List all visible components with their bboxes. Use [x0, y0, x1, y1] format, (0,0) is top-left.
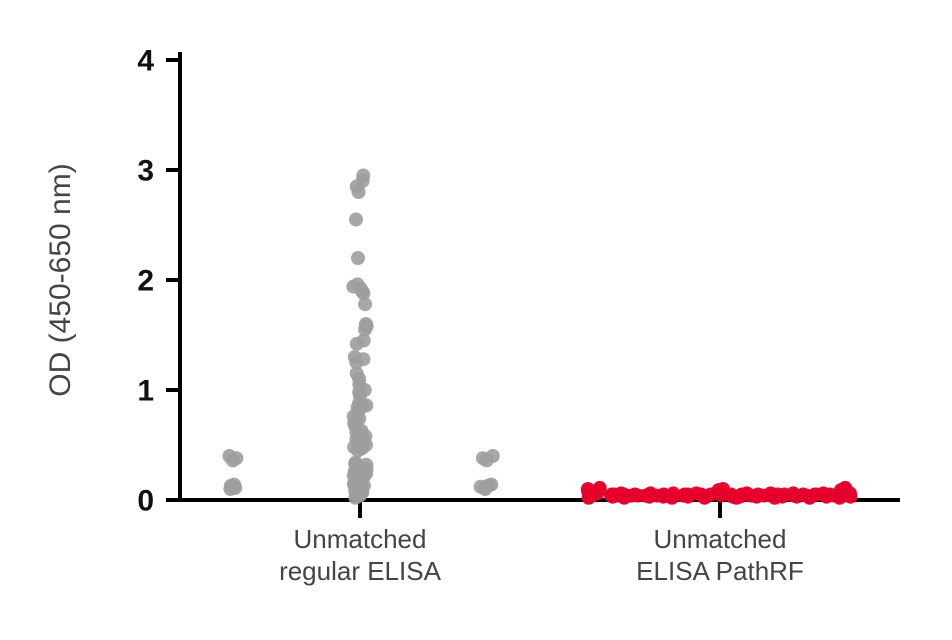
ytick-label: 4	[137, 45, 154, 78]
data-point	[350, 180, 364, 194]
data-point	[351, 277, 365, 291]
data-point	[355, 441, 369, 455]
data-point	[643, 486, 657, 500]
data-point	[593, 481, 607, 495]
data-point	[689, 486, 703, 500]
data-point	[581, 482, 595, 496]
scatter-chart: 01234OD (450-650 nm)Unmatchedregular ELI…	[0, 0, 952, 640]
data-point	[222, 449, 236, 463]
data-point	[838, 481, 852, 495]
data-point	[764, 486, 778, 500]
data-point	[351, 251, 365, 265]
data-point	[666, 486, 680, 500]
data-point	[716, 482, 730, 496]
data-point	[348, 350, 362, 364]
data-point	[359, 317, 373, 331]
ytick-label: 1	[137, 375, 154, 408]
x-category-label: Unmatched	[294, 524, 427, 554]
data-point	[351, 468, 365, 482]
data-point	[628, 488, 642, 502]
data-point	[224, 479, 238, 493]
data-point	[481, 479, 495, 493]
ytick-label: 0	[137, 485, 154, 518]
x-category-label: regular ELISA	[279, 556, 442, 586]
data-point	[349, 213, 363, 227]
data-point	[348, 491, 362, 505]
x-category-label: ELISA PathRF	[636, 556, 804, 586]
data-point	[486, 449, 500, 463]
data-point	[740, 486, 754, 500]
ytick-label: 3	[137, 155, 154, 188]
ytick-label: 2	[137, 265, 154, 298]
chart-svg: 01234OD (450-650 nm)Unmatchedregular ELI…	[0, 0, 952, 640]
data-point	[816, 486, 830, 500]
x-category-label: Unmatched	[654, 524, 787, 554]
data-point	[786, 486, 800, 500]
y-axis-label: OD (450-650 nm)	[44, 163, 77, 396]
data-point	[614, 486, 628, 500]
